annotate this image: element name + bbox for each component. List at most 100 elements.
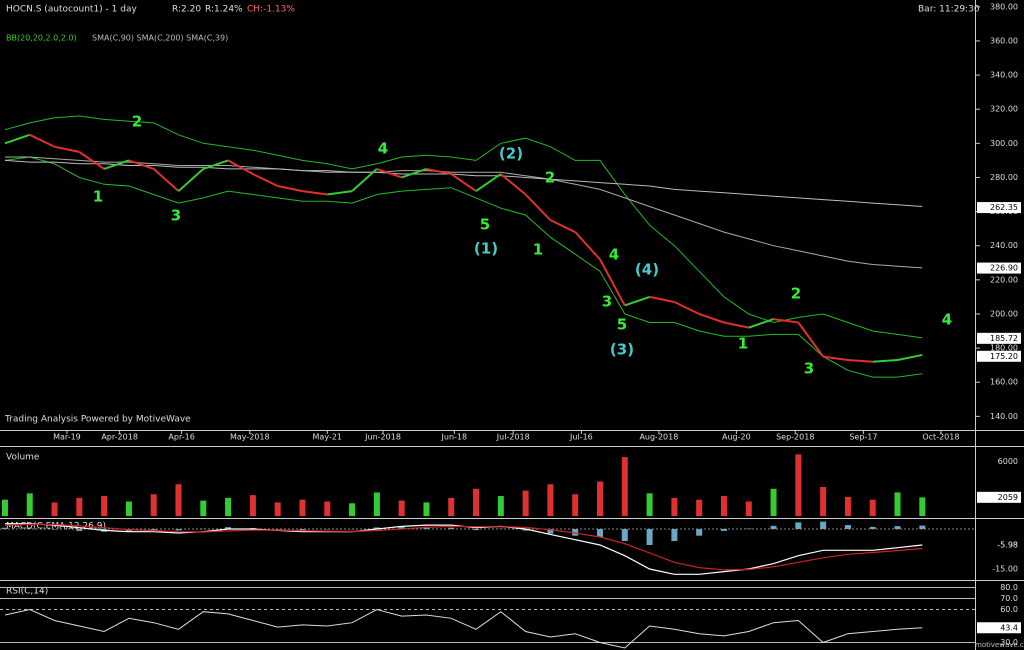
histogram-bar [225,527,232,530]
volume-bar [844,496,851,516]
y-tick-label: 280.00 [990,173,1018,182]
wave-label: 5 [480,216,490,234]
volume-bar [125,501,132,516]
price-bar [500,173,527,196]
price-bar [475,173,502,192]
x-tick-label: Jul-2018 [496,433,530,442]
histogram-bar [646,529,653,546]
price-bar [128,159,155,170]
y-tick-label: 60.0 [1000,605,1018,614]
price-bar [649,295,675,304]
histogram-bar [373,527,380,530]
volume-bar [398,500,405,516]
volume-bar [51,502,58,516]
wave-label: 1 [533,241,543,259]
price-bar [78,151,105,170]
x-tick-label: Aug-20 [722,433,751,442]
price-bar [401,167,427,179]
y-tick-label: 80.0 [1000,583,1018,592]
credit: Trading Analysis Powered by MotiveWave [4,415,191,425]
volume-bar [770,488,777,516]
volume-bar [671,497,678,516]
volume-bar [249,495,256,516]
value-box [977,332,1021,344]
x-tick-label: Mar-19 [53,433,81,442]
histogram-bar [1,527,8,530]
volume-bar [26,493,33,516]
x-tick-label: May-2018 [230,433,270,442]
x-tick-label: Apr-2018 [101,433,138,442]
price-bar [54,145,80,153]
price-bar [524,193,552,221]
price-bar [723,321,749,329]
histogram-bar [324,529,331,530]
price-bar [797,321,824,358]
y-tick-label: 30.0 [1000,638,1018,647]
wave-label: 2 [132,113,142,131]
histogram-bar [621,529,628,542]
price-bar [4,133,31,145]
y-tick-label: 160.00 [990,378,1018,387]
histogram-bar [448,527,455,530]
symbol-title: HOCN.S (autocount1) - 1 day [6,5,137,15]
histogram-bar [547,529,554,534]
y-tick-label: 320.00 [990,105,1018,114]
histogram-bar [919,525,926,530]
wave-label: 3 [804,360,814,378]
price-bar [897,353,923,362]
x-tick-label: Jun-2018 [364,433,401,442]
wave-label: (3) [610,341,634,359]
value-box-label: 185.72 [990,334,1018,343]
y-tick-label: 360.00 [990,36,1018,45]
volume-bar [76,497,83,516]
pane-title: RSI(C,14) [6,587,48,597]
indicator-line [5,156,923,269]
wave-label: 4 [609,246,619,264]
price-bar [351,168,378,192]
site: motivewave.com [975,641,1024,649]
y-tick-label: 300.00 [990,139,1018,148]
price-bar [252,173,279,187]
volume-bar [200,500,207,516]
volume-bar [646,493,653,516]
change: CH:-1.13% [247,5,295,15]
price-bar [277,185,303,193]
sma-legend: SMA(C,90) SMA(C,200) SMA(C,39) [92,34,228,43]
price-bar [153,168,180,192]
histogram-bar [894,526,901,530]
x-tick-label: Apr-16 [168,433,194,442]
wave-label: 5 [617,316,627,334]
volume-bar [225,497,232,516]
range: R:2.20 [172,5,201,15]
price-bar [748,318,774,329]
value-box-label: 2059 [998,493,1018,502]
y-tick-label: 180.00 [990,344,1018,353]
value-box [977,491,1021,503]
value-box [977,350,1021,362]
x-tick-label: Jun-18 [441,433,468,442]
y-tick-label: 380.00 [990,2,1018,11]
y-tick-label: 240.00 [990,241,1018,250]
wave-label: 4 [942,311,952,329]
volume-bar [572,494,579,516]
volume-bar [820,486,827,516]
price-bar [103,159,130,170]
value-box [977,202,1021,214]
volume-bar [547,484,554,516]
histogram-bar [522,529,529,531]
histogram-bar [720,529,727,531]
volume-bar [324,501,331,516]
price-bar [426,167,452,176]
volume-bar [522,490,529,516]
wave-label: 1 [93,188,103,206]
volume-bar [299,499,306,516]
y-tick-label: -15.00 [992,564,1018,573]
x-tick-label: Aug-2018 [639,433,678,442]
volume-bar [497,496,504,516]
histogram-bar [869,526,876,530]
price-bar [872,359,898,363]
histogram-bar [671,529,678,542]
